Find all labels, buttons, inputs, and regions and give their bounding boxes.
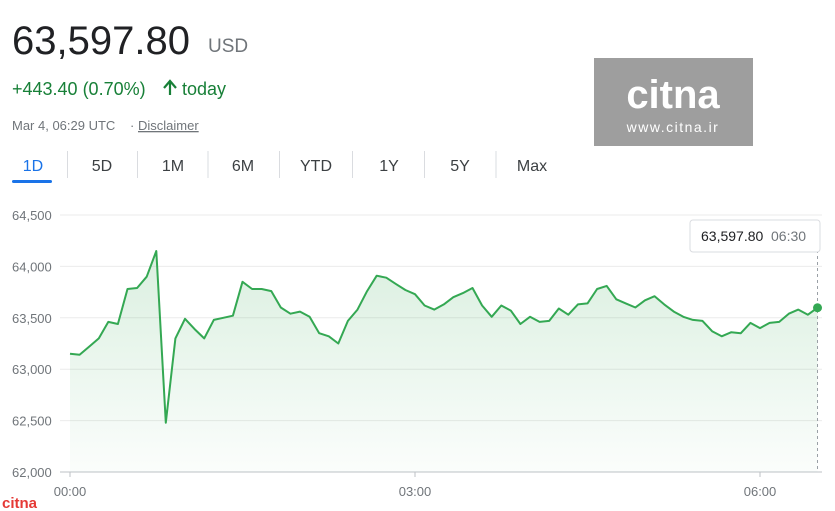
active-tab-indicator xyxy=(12,180,52,183)
range-tab[interactable]: 1M xyxy=(162,158,184,175)
tooltip-box xyxy=(689,219,821,253)
range-tabs: 1D 5D 1M 6M YTD 1Y 5Y Max xyxy=(12,151,547,183)
range-tab[interactable]: 5Y xyxy=(450,158,470,175)
watermark-box xyxy=(594,58,753,146)
separator: · xyxy=(130,118,134,133)
currency: USD xyxy=(208,36,248,57)
price: 63,597.80 xyxy=(12,19,190,63)
tooltip-time: 06:30 xyxy=(771,228,806,244)
area-fill xyxy=(70,251,818,472)
change-period: today xyxy=(182,79,226,99)
timestamp: Mar 4, 06:29 UTC xyxy=(12,118,115,133)
y-tick-label: 63,000 xyxy=(12,362,52,377)
y-tick-label: 64,000 xyxy=(12,259,52,274)
price-line xyxy=(69,250,819,424)
range-tab[interactable]: 1D xyxy=(23,158,43,175)
chart: 62,000 62,500 63,000 63,500 64,000 64,500 00:0… xyxy=(12,208,823,499)
y-tick-label: 62,500 xyxy=(12,414,52,429)
range-tab[interactable]: 6M xyxy=(232,158,254,175)
y-tick-label: 64,500 xyxy=(12,208,52,223)
x-tick-label: 03:00 xyxy=(399,484,432,499)
up-arrow-icon xyxy=(163,79,177,95)
change: +443.40 (0.70%) xyxy=(12,79,146,99)
corner-logo: citna xyxy=(2,495,38,511)
x-tick-label: 00:00 xyxy=(54,484,87,499)
y-tick-label: 62,000 xyxy=(12,465,52,480)
watermark-url: www.citna.ir xyxy=(626,119,720,135)
y-tick-label: 63,500 xyxy=(12,311,52,326)
range-tab[interactable]: 1Y xyxy=(379,158,399,175)
range-tab[interactable]: Max xyxy=(517,158,547,175)
disclaimer-link[interactable]: Disclaimer xyxy=(138,118,199,133)
tooltip-value: 63,597.80 xyxy=(701,228,763,244)
range-tab[interactable]: 5D xyxy=(92,158,112,175)
x-tick-label: 06:00 xyxy=(744,484,777,499)
last-point xyxy=(813,303,823,313)
watermark-logo: citna xyxy=(626,73,720,117)
range-tab[interactable]: YTD xyxy=(300,158,332,175)
